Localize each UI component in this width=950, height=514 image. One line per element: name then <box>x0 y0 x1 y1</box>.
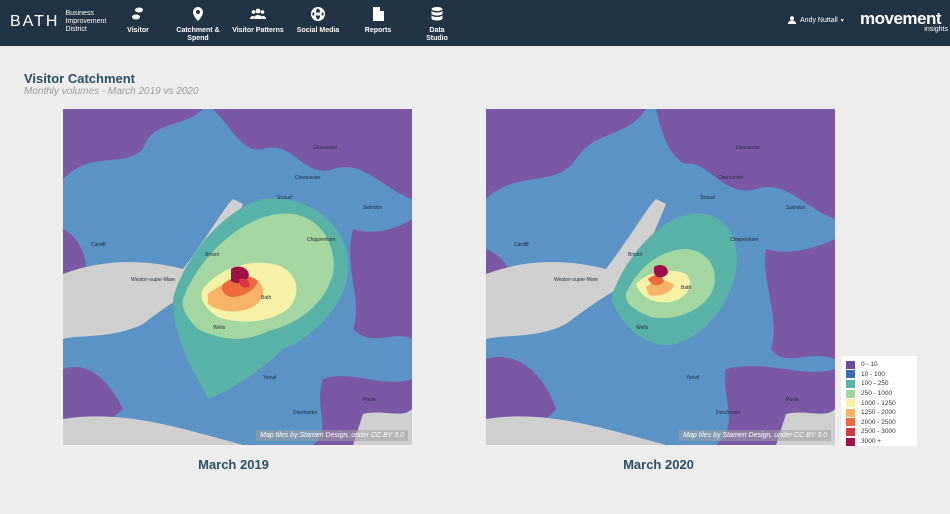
town-label: Gloucester <box>313 145 338 151</box>
town-label: Stroud <box>277 195 292 201</box>
nav-label: Social Media <box>296 27 340 34</box>
town-label: Weston-super-Mare <box>554 277 598 283</box>
nav-item-catchment-spend[interactable]: Catchment & Spend <box>176 6 220 43</box>
legend-item: 2000 - 2500 <box>846 418 912 428</box>
town-label: Bristol <box>628 252 642 258</box>
logo-main: movement <box>860 9 942 28</box>
town-label: Poole <box>363 397 376 403</box>
users-icon <box>250 8 266 19</box>
map-attribution: Map tiles by Stamen Design, under CC BY … <box>256 430 408 441</box>
legend-item: 250 - 1000 <box>846 389 912 399</box>
town-label: Chippenham <box>730 237 758 243</box>
map-march-2020[interactable]: Cardiff Weston-super-Mare Bristol Bath G… <box>486 109 835 445</box>
page-title: Visitor Catchment <box>24 71 136 86</box>
chevron-down-icon: ▾ <box>840 17 844 24</box>
nav-item-reports[interactable]: Reports <box>364 6 392 35</box>
nav-item-social-media[interactable]: Social Media <box>296 6 340 35</box>
nav-label: Reports <box>364 27 392 34</box>
legend-swatch <box>846 408 855 417</box>
map-legend: 0 - 10 10 - 100 100 - 250 250 - 1000 100… <box>841 356 917 446</box>
town-label: Swindon <box>363 205 382 211</box>
movement-insights-logo[interactable]: movement insights <box>860 10 948 33</box>
nav-item-data-studio[interactable]: Data Studio <box>418 6 456 43</box>
logo-sub: insights <box>924 26 948 33</box>
town-label: Cardiff <box>91 242 106 248</box>
heatmap-2020: Cardiff Weston-super-Mare Bristol Bath G… <box>486 109 835 445</box>
top-navbar: BATH Business Improvement District Visit… <box>0 0 950 46</box>
town-label: Weston-super-Mare <box>131 277 175 283</box>
legend-swatch <box>846 389 855 398</box>
town-label: Stroud <box>700 195 715 201</box>
town-label: Cirencester <box>295 175 321 181</box>
legend-swatch <box>846 418 855 427</box>
town-label: Bath <box>681 285 692 291</box>
map-pin-icon <box>193 7 203 21</box>
footprints-icon <box>132 7 143 20</box>
heatmap-2019: Cardiff Weston-super-Mare Bristol Bath G… <box>63 109 412 445</box>
town-label: Yeovil <box>686 375 699 381</box>
town-label: Poole <box>786 397 799 403</box>
legend-item: 1250 - 2000 <box>846 408 912 418</box>
user-icon <box>788 16 796 24</box>
legend-item: 100 - 250 <box>846 379 912 389</box>
globe-icon <box>311 7 325 21</box>
legend-swatch <box>846 370 855 379</box>
user-name: Andy Nuttall <box>800 16 838 24</box>
map-caption-2019: March 2019 <box>198 457 269 472</box>
nav-label: Data Studio <box>426 27 448 42</box>
legend-swatch <box>846 427 855 436</box>
legend-item: 10 - 100 <box>846 370 912 380</box>
legend-item: 2500 - 3000 <box>846 427 912 437</box>
database-icon <box>431 7 443 21</box>
nav-item-visitor[interactable]: Visitor <box>126 6 150 35</box>
nav-label: Visitor <box>127 27 149 34</box>
town-label: Wells <box>636 325 649 331</box>
town-label: Bath <box>261 295 272 301</box>
user-menu[interactable]: Andy Nuttall ▾ <box>788 16 844 24</box>
town-label: Swindon <box>786 205 805 211</box>
brand-logo[interactable]: BATH Business Improvement District <box>10 10 106 34</box>
town-label: Gloucester <box>736 145 761 151</box>
nav-label: Visitor Patterns <box>232 27 284 34</box>
town-label: Yeovil <box>263 375 276 381</box>
town-label: Cardiff <box>514 242 529 248</box>
legend-item: 3000 + <box>846 437 912 447</box>
legend-swatch <box>846 360 855 369</box>
map-caption-2020: March 2020 <box>623 457 694 472</box>
town-label: Chippenham <box>307 237 335 243</box>
legend-item: 1000 - 1250 <box>846 398 912 408</box>
town-label: Bristol <box>205 252 219 258</box>
brand-name: BATH <box>10 13 60 30</box>
town-label: Dorchester <box>293 410 318 416</box>
nav-label: Catchment & Spend <box>176 27 220 42</box>
town-label: Wells <box>213 325 226 331</box>
legend-swatch <box>846 399 855 408</box>
document-icon <box>373 7 384 21</box>
nav-item-visitor-patterns[interactable]: Visitor Patterns <box>232 6 284 35</box>
legend-swatch <box>846 437 855 446</box>
town-label: Cirencester <box>718 175 744 181</box>
legend-item: 0 - 10 <box>846 360 912 370</box>
brand-subtitle: Business Improvement District <box>65 10 107 33</box>
legend-swatch <box>846 379 855 388</box>
page-subtitle: Monthly volumes - March 2019 vs 2020 <box>24 86 199 97</box>
town-label: Dorchester <box>716 410 741 416</box>
map-march-2019[interactable]: Cardiff Weston-super-Mare Bristol Bath G… <box>63 109 412 445</box>
map-attribution: Map tiles by Stamen Design, under CC BY … <box>679 430 831 441</box>
